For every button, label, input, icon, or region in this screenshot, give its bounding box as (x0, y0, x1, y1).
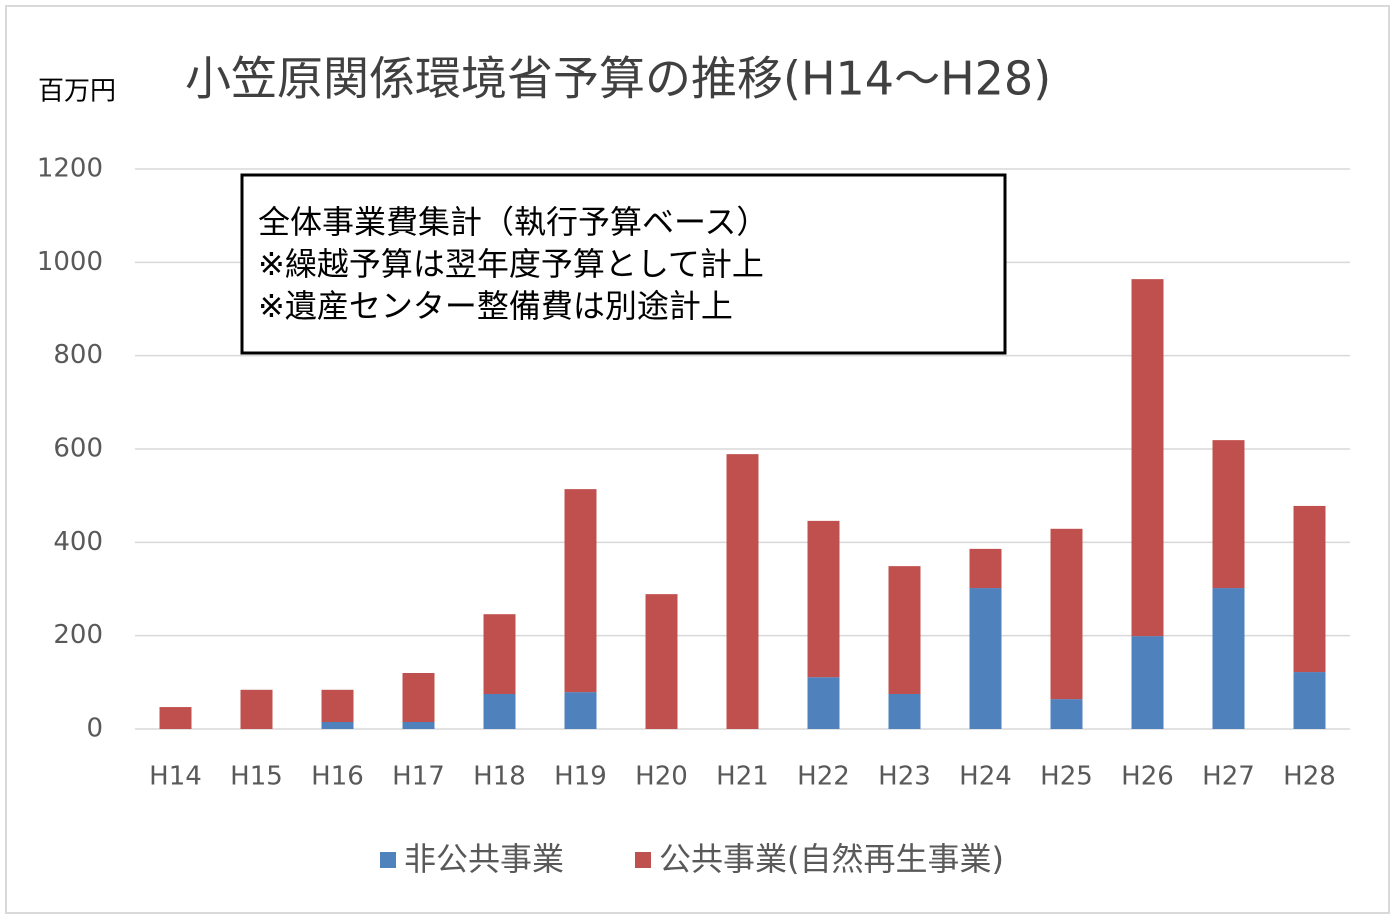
bar-segment (321, 689, 354, 722)
x-tick-label: H19 (554, 762, 607, 792)
x-tick-label: H27 (1202, 762, 1255, 792)
bar-segment (564, 489, 597, 693)
x-tick-label: H16 (311, 762, 364, 792)
annotation-line: 全体事業費集計（執行予算ベース） (258, 203, 768, 241)
bar-segment (645, 594, 678, 729)
x-tick-label: H21 (716, 762, 769, 792)
bar-segment (483, 614, 516, 694)
x-tick-label: H22 (797, 762, 850, 792)
y-tick-label: 200 (53, 620, 103, 650)
x-tick-label: H25 (1040, 762, 1093, 792)
bar-segment (402, 673, 435, 722)
bar-segment (483, 694, 516, 729)
x-tick-label: H26 (1121, 762, 1174, 792)
bar-segment (807, 677, 840, 729)
x-tick-label: H20 (635, 762, 688, 792)
y-tick-label: 600 (53, 434, 103, 464)
annotation-box (240, 173, 1007, 355)
x-tick-label: H17 (392, 762, 445, 792)
annotation-line: ※繰越予算は翌年度予算として計上 (258, 245, 764, 283)
x-tick-label: H28 (1283, 762, 1336, 792)
x-tick-label: H14 (149, 762, 202, 792)
bar-segment (1050, 528, 1083, 700)
y-tick-label: 1000 (37, 247, 103, 277)
bar-segment (1131, 636, 1164, 729)
bar-segment (564, 692, 597, 729)
x-tick-label: H18 (473, 762, 526, 792)
bar-segment (888, 566, 921, 694)
bar-segment (1293, 672, 1326, 729)
x-tick-label: H15 (230, 762, 283, 792)
bar-segment (969, 588, 1002, 729)
chart-title: 小笠原関係環境省予算の推移(H14～H28) (185, 52, 1051, 106)
bar-segment (888, 694, 921, 729)
x-tick-label: H23 (878, 762, 931, 792)
y-tick-label: 400 (53, 527, 103, 557)
bar-segment (1212, 588, 1245, 729)
legend-label: 非公共事業 (404, 840, 564, 878)
bar-segment (969, 548, 1002, 589)
x-tick-label: H24 (959, 762, 1012, 792)
annotation-line: ※遺産センター整備費は別途計上 (258, 287, 733, 325)
bar-segment (240, 689, 273, 729)
legend-label: 公共事業(自然再生事業) (659, 840, 1004, 878)
legend-swatch (635, 852, 651, 868)
bar-segment (402, 722, 435, 729)
bar-segment (1293, 505, 1326, 673)
bar-segment (321, 722, 354, 729)
bar-segment (726, 454, 759, 729)
bar-segment (1131, 279, 1164, 637)
bar-segment (1050, 699, 1083, 729)
y-axis-label: 百万円 (38, 77, 116, 107)
bar-segment (159, 707, 192, 729)
legend-swatch (380, 852, 396, 868)
chart-frame (5, 5, 1390, 914)
bar-segment (1212, 440, 1245, 589)
y-tick-label: 1200 (37, 154, 103, 184)
y-tick-label: 800 (53, 340, 103, 370)
bar-segment (807, 520, 840, 678)
y-tick-label: 0 (86, 714, 103, 744)
